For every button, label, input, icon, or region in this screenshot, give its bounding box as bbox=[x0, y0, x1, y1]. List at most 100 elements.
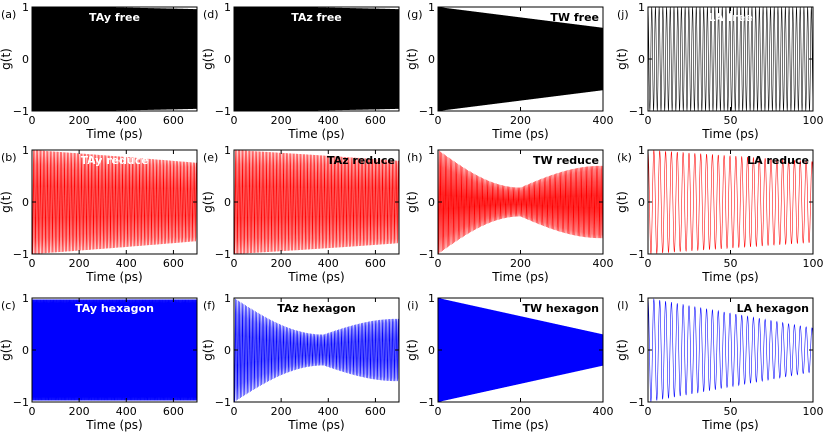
x-tick-label: 200 bbox=[510, 114, 531, 127]
x-tick-label: 400 bbox=[116, 405, 137, 418]
y-tick-label: −1 bbox=[215, 248, 231, 261]
y-axis-label: g(t) bbox=[405, 339, 419, 361]
y-tick-label: −1 bbox=[215, 396, 231, 409]
x-axis-label: Time (ps) bbox=[701, 270, 758, 284]
x-tick-label: 600 bbox=[163, 405, 184, 418]
x-axis-label: Time (ps) bbox=[491, 418, 548, 432]
series-line-c bbox=[32, 299, 197, 401]
x-axis-label: Time (ps) bbox=[85, 127, 142, 141]
x-tick-label: 0 bbox=[231, 405, 238, 418]
y-tick-label: 1 bbox=[428, 144, 435, 157]
x-tick-label: 400 bbox=[318, 114, 339, 127]
y-tick-label: 0 bbox=[638, 53, 645, 66]
y-tick-label: 0 bbox=[22, 344, 29, 357]
x-axis-label: Time (ps) bbox=[287, 127, 344, 141]
series-line-d bbox=[234, 7, 399, 111]
x-tick-label: 400 bbox=[116, 257, 137, 270]
x-tick-label: 200 bbox=[69, 405, 90, 418]
x-tick-label: 600 bbox=[365, 405, 386, 418]
panel-label: (a) bbox=[1, 8, 16, 21]
y-tick-label: −1 bbox=[629, 396, 645, 409]
x-tick-label: 600 bbox=[365, 114, 386, 127]
y-tick-label: 0 bbox=[428, 196, 435, 209]
y-tick-label: 0 bbox=[22, 196, 29, 209]
x-tick-label: 0 bbox=[645, 114, 652, 127]
series-line-e bbox=[234, 150, 399, 254]
x-axis-label: Time (ps) bbox=[491, 127, 548, 141]
y-tick-label: 1 bbox=[638, 1, 645, 14]
panel-title: TAz free bbox=[291, 11, 342, 24]
x-tick-label: 200 bbox=[510, 257, 531, 270]
panel-title: TW reduce bbox=[533, 154, 599, 167]
x-axis-label: Time (ps) bbox=[287, 418, 344, 432]
x-axis-label: Time (ps) bbox=[85, 418, 142, 432]
y-tick-label: 1 bbox=[22, 1, 29, 14]
x-tick-label: 100 bbox=[803, 405, 824, 418]
y-axis-label: g(t) bbox=[615, 191, 629, 213]
x-axis-label: Time (ps) bbox=[287, 270, 344, 284]
x-axis-label: Time (ps) bbox=[85, 270, 142, 284]
x-tick-label: 200 bbox=[271, 257, 292, 270]
y-tick-label: 1 bbox=[428, 292, 435, 305]
y-tick-label: −1 bbox=[629, 248, 645, 261]
x-axis-label: Time (ps) bbox=[491, 270, 548, 284]
panel-label: (h) bbox=[407, 151, 423, 164]
series-line-k bbox=[648, 150, 813, 254]
panel-label: (k) bbox=[617, 151, 632, 164]
x-tick-label: 100 bbox=[803, 114, 824, 127]
x-tick-label: 400 bbox=[593, 114, 614, 127]
x-tick-label: 50 bbox=[724, 405, 738, 418]
x-tick-label: 400 bbox=[593, 405, 614, 418]
y-tick-label: 1 bbox=[638, 144, 645, 157]
panel-title: LA free bbox=[708, 11, 752, 24]
y-tick-label: 0 bbox=[638, 344, 645, 357]
y-tick-label: −1 bbox=[419, 396, 435, 409]
y-tick-label: 1 bbox=[224, 292, 231, 305]
y-tick-label: 0 bbox=[224, 196, 231, 209]
panel-label: (f) bbox=[203, 299, 215, 312]
panel-title: TW hexagon bbox=[522, 302, 599, 315]
x-tick-label: 200 bbox=[271, 114, 292, 127]
series-line-f bbox=[234, 298, 399, 402]
x-tick-label: 0 bbox=[645, 257, 652, 270]
x-axis-label: Time (ps) bbox=[701, 127, 758, 141]
y-tick-label: −1 bbox=[13, 248, 29, 261]
y-axis-label: g(t) bbox=[201, 48, 215, 70]
x-tick-label: 600 bbox=[163, 257, 184, 270]
panel-label: (b) bbox=[1, 151, 17, 164]
y-tick-label: −1 bbox=[629, 105, 645, 118]
series-line-i bbox=[438, 298, 603, 402]
y-axis-label: g(t) bbox=[0, 339, 13, 361]
y-tick-label: 1 bbox=[22, 292, 29, 305]
y-tick-label: −1 bbox=[419, 248, 435, 261]
x-tick-label: 400 bbox=[318, 405, 339, 418]
x-tick-label: 200 bbox=[271, 405, 292, 418]
x-tick-label: 0 bbox=[435, 257, 442, 270]
series-line-j bbox=[648, 7, 813, 111]
y-tick-label: 1 bbox=[22, 144, 29, 157]
y-tick-label: 1 bbox=[638, 292, 645, 305]
y-axis-label: g(t) bbox=[405, 191, 419, 213]
x-tick-label: 0 bbox=[231, 114, 238, 127]
x-tick-label: 0 bbox=[435, 114, 442, 127]
y-tick-label: 1 bbox=[428, 1, 435, 14]
y-tick-label: 0 bbox=[428, 53, 435, 66]
x-axis-label: Time (ps) bbox=[701, 418, 758, 432]
panel-label: (e) bbox=[203, 151, 218, 164]
y-tick-label: −1 bbox=[215, 105, 231, 118]
y-tick-label: 1 bbox=[224, 1, 231, 14]
panel-label: (i) bbox=[407, 299, 419, 312]
x-tick-label: 400 bbox=[116, 114, 137, 127]
y-tick-label: −1 bbox=[13, 396, 29, 409]
x-tick-label: 600 bbox=[365, 257, 386, 270]
